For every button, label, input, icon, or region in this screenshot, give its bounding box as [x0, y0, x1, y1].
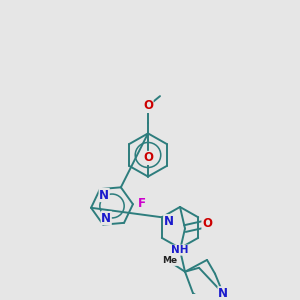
Text: O: O: [143, 152, 153, 164]
Text: N: N: [99, 188, 109, 202]
Text: NH: NH: [171, 245, 189, 255]
Text: O: O: [143, 99, 153, 112]
Text: N: N: [101, 212, 111, 225]
Text: Me: Me: [162, 256, 178, 266]
Text: F: F: [138, 197, 146, 210]
Text: N: N: [164, 215, 174, 228]
Text: N: N: [218, 287, 228, 300]
Text: O: O: [202, 217, 212, 230]
